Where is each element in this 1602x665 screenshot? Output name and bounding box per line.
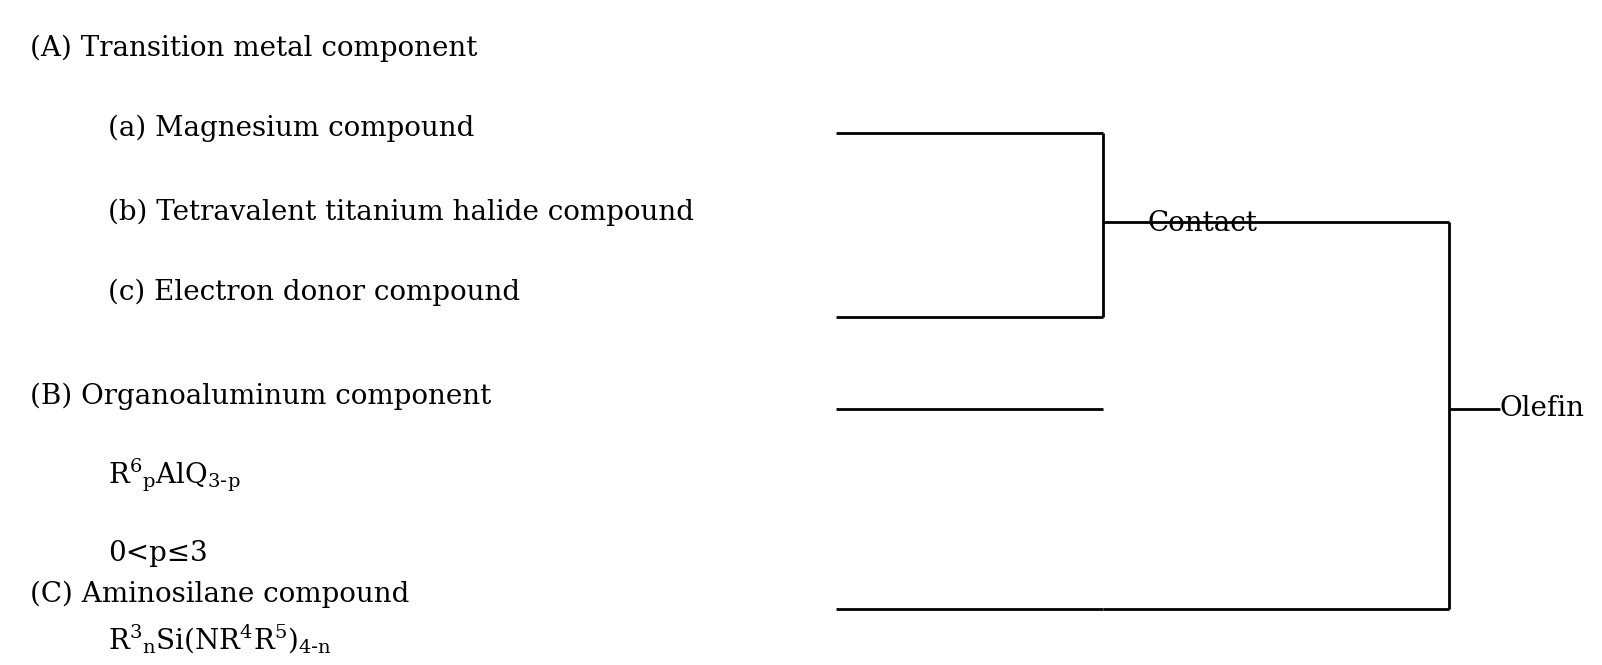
Text: (A) Transition metal component: (A) Transition metal component xyxy=(30,35,477,62)
Text: $\mathregular{R^3{}_n Si(NR^4R^5)_{4\text{-}n}}$: $\mathregular{R^3{}_n Si(NR^4R^5)_{4\tex… xyxy=(109,622,332,656)
Text: Olefin: Olefin xyxy=(1499,396,1584,422)
Text: (c) Electron donor compound: (c) Electron donor compound xyxy=(109,279,521,306)
Text: (B) Organoaluminum component: (B) Organoaluminum component xyxy=(30,382,490,410)
Text: Contact: Contact xyxy=(1147,210,1258,237)
Text: (b) Tetravalent titanium halide compound: (b) Tetravalent titanium halide compound xyxy=(109,199,694,226)
Text: (C) Aminosilane compound: (C) Aminosilane compound xyxy=(30,581,409,608)
Text: $\mathregular{R^6{}_p AlQ_{3\text{-}p}}$: $\mathregular{R^6{}_p AlQ_{3\text{-}p}}$ xyxy=(109,456,240,493)
Text: 0<p≤3: 0<p≤3 xyxy=(109,540,208,567)
Text: (a) Magnesium compound: (a) Magnesium compound xyxy=(109,114,474,142)
